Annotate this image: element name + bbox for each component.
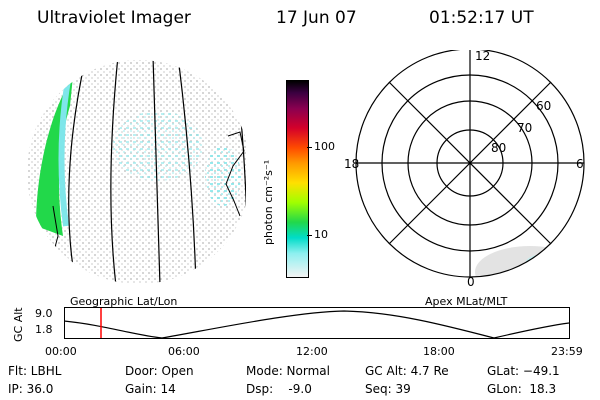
timeline-x-tick: 00:00 (45, 345, 77, 358)
info-gain: Gain: 14 (125, 382, 176, 396)
timeline-x-tick: 23:59 (551, 345, 583, 358)
page-title: Ultraviolet Imager (37, 8, 191, 28)
emission-region (205, 146, 241, 206)
timeline-left-caption: Geographic Lat/Lon (70, 295, 178, 308)
timeline-y-tick: 9.0 (35, 307, 53, 320)
header-time: 01:52:17 UT (429, 8, 534, 28)
image-noise (475, 246, 584, 277)
longitude-line (68, 60, 87, 284)
mlat-mlt-polar-plot: 12 18 6 0 60 70 80 (344, 50, 585, 286)
emission-region (525, 254, 565, 274)
colorbar-label: photon cm⁻²s⁻¹ (262, 159, 275, 245)
timeline-right-caption: Apex MLat/MLT (425, 295, 508, 308)
longitude-line (152, 60, 161, 284)
altitude-timeline-plot (64, 307, 570, 339)
colorbar-tick (307, 235, 312, 236)
info-dsp: Dsp: -9.0 (246, 382, 312, 396)
mlat-label: 70 (517, 121, 532, 135)
info-glon: GLon: 18.3 (487, 382, 557, 396)
colorbar-tick-label: 10 (314, 228, 328, 241)
longitude-line (110, 60, 119, 284)
emission-region (113, 111, 203, 181)
info-door: Door: Open (125, 364, 194, 378)
mlt-label: 18 (344, 157, 359, 171)
colorbar-tick (307, 147, 312, 148)
info-filter: Flt: LBHL (8, 364, 62, 378)
colorbar-tick-label: 100 (314, 140, 335, 153)
longitude-line (177, 60, 197, 284)
info-seq: Seq: 39 (365, 382, 411, 396)
mlat-label: 60 (536, 99, 551, 113)
mlt-label: 12 (475, 50, 490, 63)
mlt-label: 0 (467, 275, 475, 286)
auroral-oval-edge (58, 79, 71, 227)
colorbar (286, 80, 309, 278)
info-glat: GLat: −49.1 (487, 364, 560, 378)
timeline-axis-label: GC Alt (12, 307, 25, 342)
mlt-label: 6 (576, 157, 584, 171)
timeline-x-tick: 06:00 (168, 345, 200, 358)
info-gc-alt: GC Alt: 4.7 Re (365, 364, 449, 378)
geographic-image (28, 60, 246, 284)
timeline-x-tick: 12:00 (296, 345, 328, 358)
mlt-meridian (388, 81, 552, 245)
timeline-y-tick: 1.8 (35, 323, 53, 336)
header-date: 17 Jun 07 (276, 8, 357, 28)
timeline-x-tick: 18:00 (423, 345, 455, 358)
info-ip: IP: 36.0 (8, 382, 54, 396)
info-mode: Mode: Normal (246, 364, 330, 378)
coastline (225, 131, 245, 217)
mlat-label: 80 (491, 141, 506, 155)
altitude-curve (64, 310, 570, 339)
